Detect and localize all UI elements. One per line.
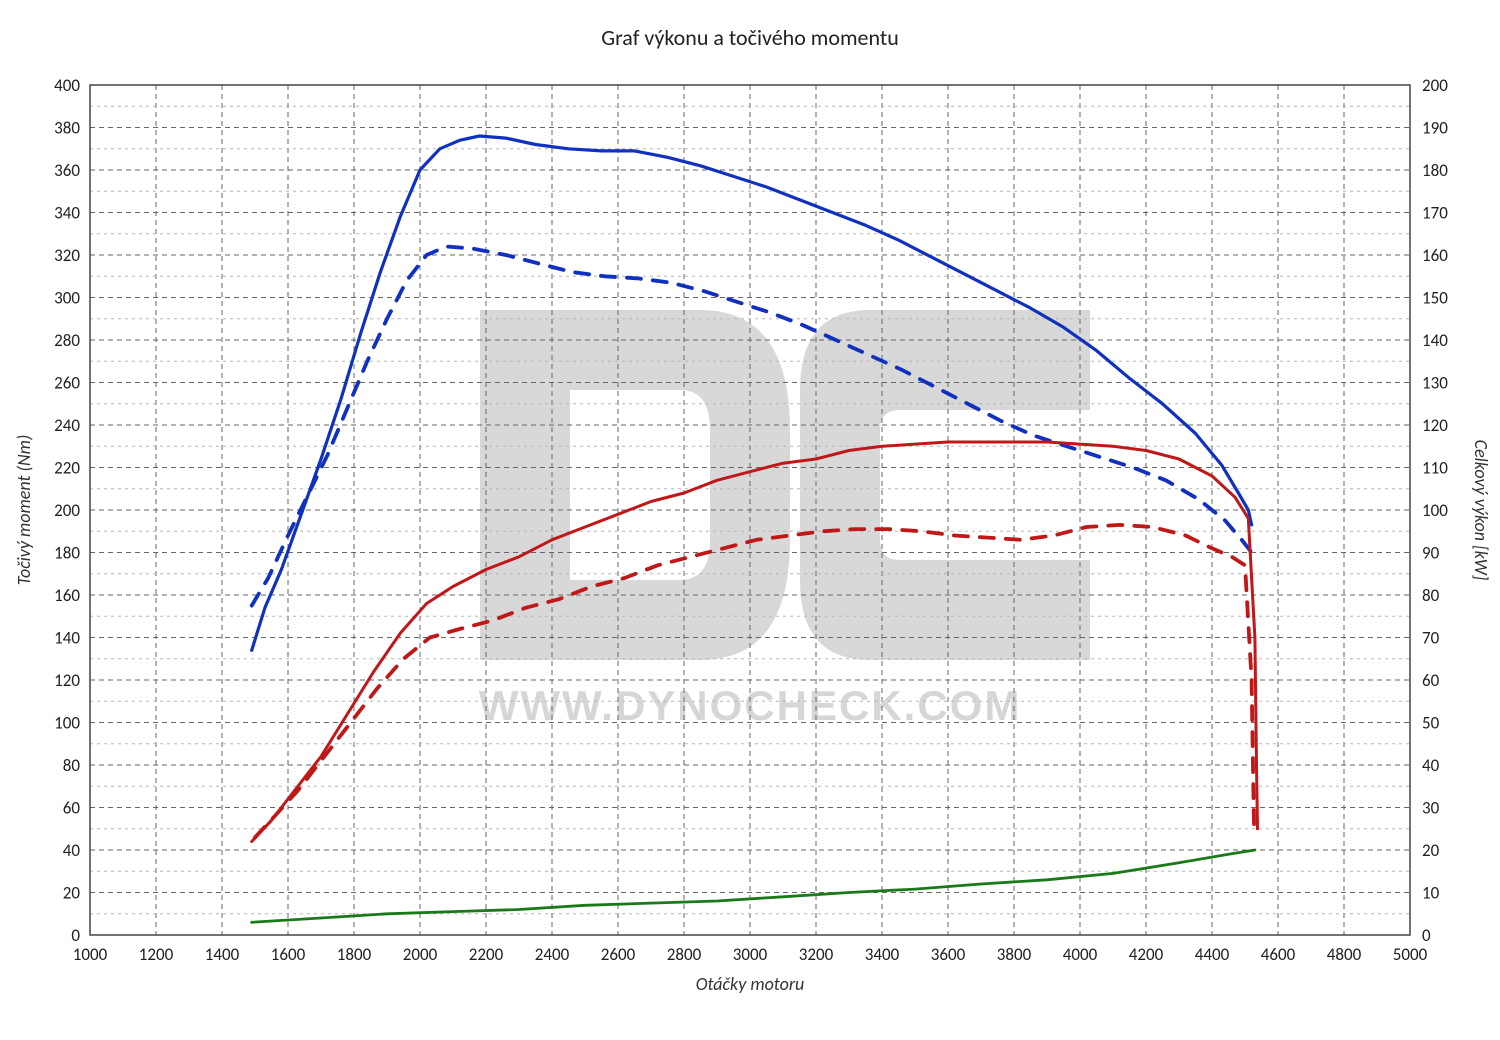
svg-text:2400: 2400 <box>535 944 570 965</box>
svg-text:180: 180 <box>1422 160 1448 181</box>
svg-text:160: 160 <box>54 585 80 606</box>
svg-text:1200: 1200 <box>139 944 174 965</box>
svg-text:200: 200 <box>1422 75 1448 96</box>
svg-text:1600: 1600 <box>271 944 306 965</box>
svg-text:4400: 4400 <box>1195 944 1230 965</box>
svg-text:320: 320 <box>54 245 80 266</box>
svg-text:160: 160 <box>1422 245 1448 266</box>
svg-text:360: 360 <box>54 160 80 181</box>
svg-text:3800: 3800 <box>997 944 1032 965</box>
svg-text:150: 150 <box>1422 288 1448 309</box>
svg-text:30: 30 <box>1422 798 1440 819</box>
svg-text:400: 400 <box>54 75 80 96</box>
svg-text:4800: 4800 <box>1327 944 1362 965</box>
svg-text:80: 80 <box>1422 585 1440 606</box>
svg-text:4200: 4200 <box>1129 944 1164 965</box>
svg-text:5000: 5000 <box>1393 944 1428 965</box>
svg-text:3200: 3200 <box>799 944 834 965</box>
chart-title: Graf výkonu a točivého momentu <box>601 24 899 51</box>
svg-text:20: 20 <box>1422 840 1440 861</box>
svg-text:4600: 4600 <box>1261 944 1296 965</box>
svg-text:1400: 1400 <box>205 944 240 965</box>
svg-text:1000: 1000 <box>73 944 108 965</box>
svg-text:20: 20 <box>63 883 81 904</box>
svg-text:260: 260 <box>54 373 80 394</box>
dyno-chart: WWW.DYNOCHECK.COM10001200140016001800200… <box>0 0 1500 1040</box>
svg-text:340: 340 <box>54 203 80 224</box>
svg-text:130: 130 <box>1422 373 1448 394</box>
svg-text:280: 280 <box>54 330 80 351</box>
x-axis-label: Otáčky motoru <box>696 973 805 995</box>
svg-text:140: 140 <box>1422 330 1448 351</box>
chart-svg: WWW.DYNOCHECK.COM10001200140016001800200… <box>0 0 1500 1040</box>
svg-text:240: 240 <box>54 415 80 436</box>
svg-text:3400: 3400 <box>865 944 900 965</box>
svg-text:80: 80 <box>63 755 81 776</box>
svg-text:100: 100 <box>54 713 80 734</box>
svg-text:2600: 2600 <box>601 944 636 965</box>
svg-text:120: 120 <box>54 670 80 691</box>
svg-text:170: 170 <box>1422 203 1448 224</box>
svg-text:110: 110 <box>1422 458 1448 479</box>
svg-text:100: 100 <box>1422 500 1448 521</box>
svg-text:60: 60 <box>1422 670 1440 691</box>
svg-text:380: 380 <box>54 118 80 139</box>
svg-text:0: 0 <box>71 925 80 946</box>
svg-text:4000: 4000 <box>1063 944 1098 965</box>
svg-text:190: 190 <box>1422 118 1448 139</box>
svg-text:2200: 2200 <box>469 944 504 965</box>
y-left-label: Točivý moment (Nm) <box>13 435 35 586</box>
svg-text:90: 90 <box>1422 543 1440 564</box>
svg-text:1800: 1800 <box>337 944 372 965</box>
svg-text:50: 50 <box>1422 713 1440 734</box>
svg-text:140: 140 <box>54 628 80 649</box>
svg-text:60: 60 <box>63 798 81 819</box>
svg-text:10: 10 <box>1422 883 1440 904</box>
y-right-label: Celkový výkon [kW] <box>1470 440 1492 581</box>
svg-text:300: 300 <box>54 288 80 309</box>
svg-text:70: 70 <box>1422 628 1440 649</box>
svg-text:2000: 2000 <box>403 944 438 965</box>
svg-text:200: 200 <box>54 500 80 521</box>
svg-text:180: 180 <box>54 543 80 564</box>
svg-text:3000: 3000 <box>733 944 768 965</box>
svg-text:0: 0 <box>1422 925 1431 946</box>
svg-text:40: 40 <box>1422 755 1440 776</box>
svg-text:120: 120 <box>1422 415 1448 436</box>
svg-text:40: 40 <box>63 840 81 861</box>
svg-text:3600: 3600 <box>931 944 966 965</box>
svg-text:2800: 2800 <box>667 944 702 965</box>
svg-text:220: 220 <box>54 458 80 479</box>
